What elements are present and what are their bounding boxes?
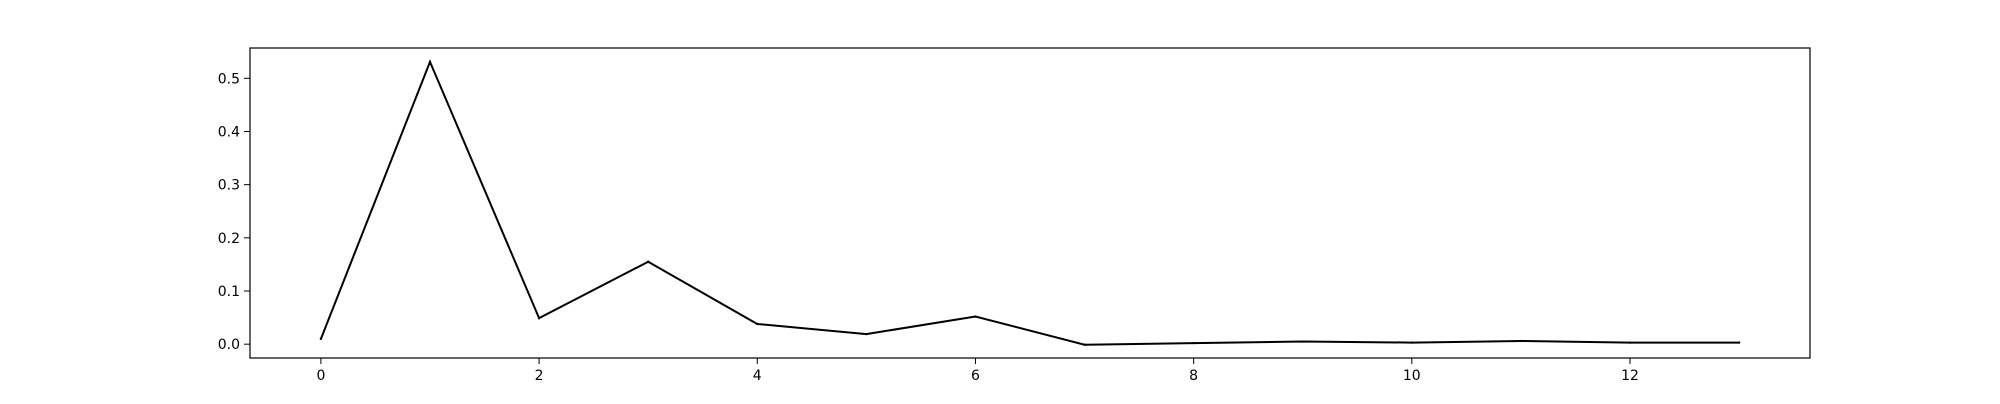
series-line (319, 59, 1740, 346)
y-tick-label: 0.0 (218, 337, 240, 353)
data-point (1737, 341, 1741, 344)
data-point (1192, 341, 1195, 345)
data-point (319, 337, 323, 341)
x-tick-label: 12 (1621, 368, 1639, 384)
x-tick-label: 8 (1189, 368, 1198, 384)
data-point (1519, 339, 1523, 343)
data-point (1083, 343, 1086, 346)
data-point (1301, 340, 1304, 343)
plot-frame (249, 47, 1811, 359)
x-tick-label: 6 (971, 368, 980, 384)
x-tick-label: 4 (753, 368, 762, 384)
y-tick-label: 0.5 (218, 71, 240, 87)
data-point (974, 315, 977, 318)
data-point (865, 332, 868, 336)
data-point (1410, 341, 1414, 344)
points-layer (319, 60, 1741, 346)
x-tick-label: 0 (316, 368, 325, 384)
x-tick-label: 2 (535, 368, 544, 384)
data-point (537, 316, 541, 320)
ticks-layer: 0 2 4 6 8 10 12 0.0 0.1 0.2 0.3 0.4 0.5 (218, 71, 1639, 384)
series-layer (319, 59, 1740, 346)
data-point (428, 60, 432, 64)
y-tick-label: 0.2 (218, 231, 240, 247)
y-tick-label: 0.1 (218, 284, 240, 300)
data-point (1628, 341, 1632, 344)
data-point (646, 260, 650, 263)
y-tick-label: 0.3 (218, 178, 240, 194)
data-point (756, 322, 759, 326)
x-tick-label: 10 (1403, 368, 1421, 384)
y-tick-label: 0.4 (218, 124, 240, 140)
